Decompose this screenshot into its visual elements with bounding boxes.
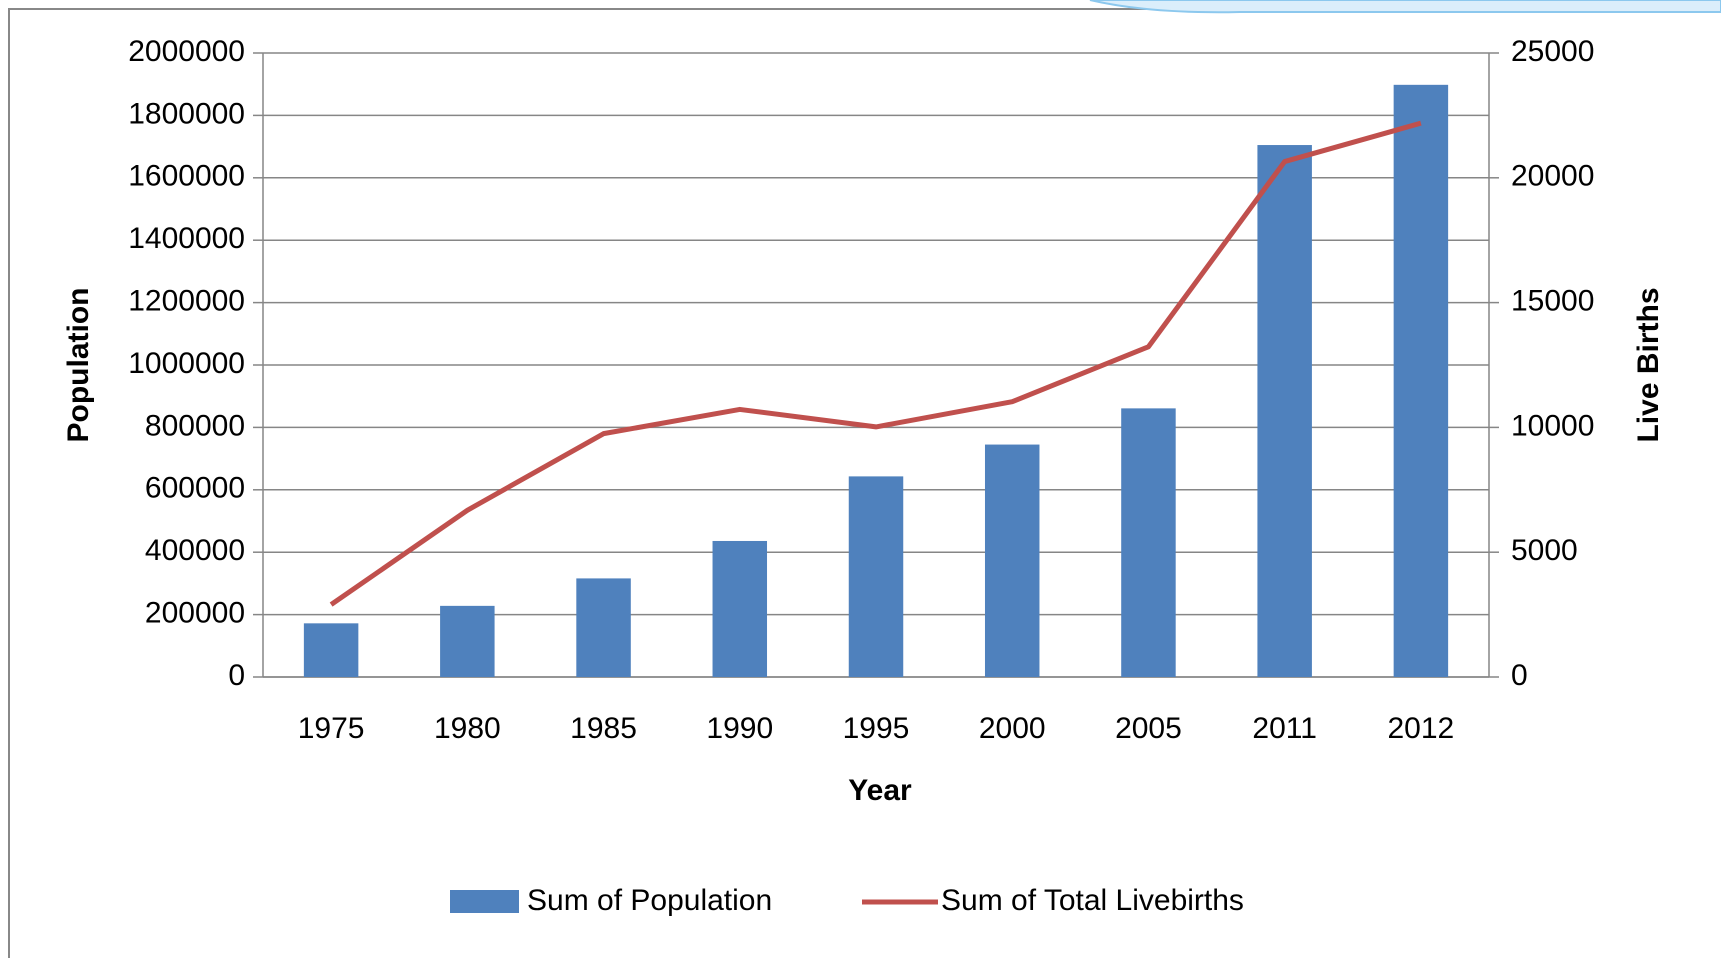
bar — [576, 578, 631, 677]
y-tick-label: 2000000 — [128, 35, 245, 68]
x-tick-label: 2000 — [979, 712, 1046, 745]
y-tick-label: 800000 — [145, 409, 245, 442]
bar — [440, 605, 495, 677]
bar — [1121, 408, 1176, 677]
x-tick-label: 2012 — [1388, 712, 1455, 745]
y-tick-label: 1800000 — [128, 97, 245, 130]
x-tick-label: 1985 — [570, 712, 637, 745]
x-tick-label: 2005 — [1115, 712, 1182, 745]
y2-tick-label: 15000 — [1511, 285, 1594, 318]
y2-tick-label: 5000 — [1511, 534, 1578, 567]
x-tick-label: 1995 — [843, 712, 910, 745]
y-tick-label: 1400000 — [128, 222, 245, 255]
y-axis-title: Population — [62, 288, 95, 443]
x-tick-label: 1980 — [434, 712, 501, 745]
x-tick-label: 1990 — [706, 712, 773, 745]
x-tick-label: 1975 — [298, 712, 365, 745]
legend-swatch — [450, 890, 519, 913]
legend-label: Sum of Total Livebirths — [941, 884, 1244, 917]
bar — [1257, 145, 1312, 678]
x-axis-title: Year — [848, 774, 912, 807]
bar — [984, 444, 1040, 677]
y-tick-label: 1200000 — [128, 285, 245, 318]
y-tick-label: 1600000 — [128, 160, 245, 193]
line — [329, 120, 1422, 607]
bar — [303, 623, 359, 677]
y2-tick-label: 25000 — [1511, 35, 1594, 68]
y-tick-label: 400000 — [145, 534, 245, 567]
bar — [848, 476, 904, 677]
y-tick-label: 200000 — [145, 597, 245, 630]
decoration — [1089, 0, 1721, 14]
y2-tick-label: 0 — [1511, 659, 1528, 692]
y2-axis-title: Live Births — [1632, 287, 1665, 442]
y2-tick-label: 10000 — [1511, 409, 1594, 442]
y-tick-label: 600000 — [145, 472, 245, 505]
bar — [712, 540, 768, 677]
y2-tick-label: 20000 — [1511, 160, 1594, 193]
bar — [1393, 84, 1449, 678]
y-tick-label: 1000000 — [128, 347, 245, 380]
legend-label: Sum of Population — [527, 884, 772, 917]
x-tick-label: 2011 — [1252, 712, 1317, 745]
y-tick-label: 0 — [228, 659, 245, 692]
